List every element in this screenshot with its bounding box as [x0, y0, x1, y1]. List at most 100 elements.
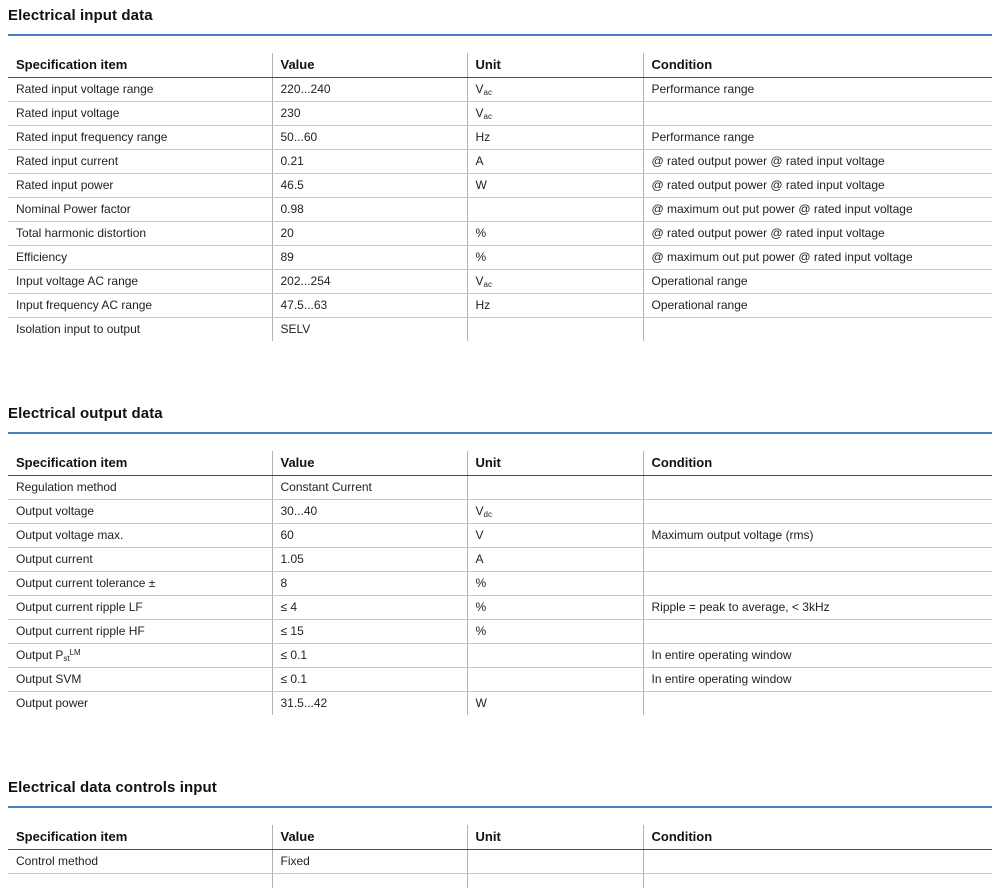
condition-text: Performance range [651, 129, 755, 144]
condition-cell [642, 691, 992, 715]
spec-item-label: Output voltage [16, 503, 95, 518]
spec-item-label: Regulation method [16, 479, 117, 494]
unit-cell [466, 475, 643, 500]
table-row: Output voltage max. 60 V Maximum output … [8, 523, 992, 548]
col-header-specification-item: Specification item [8, 53, 272, 78]
spec-item-label: Rated input voltage [16, 105, 120, 120]
spec-item-cell: Output current tolerance ± [8, 571, 272, 596]
value-cell: 60 [271, 523, 467, 548]
value-text: ≤ 15 [280, 623, 304, 638]
condition-text: Maximum output voltage (rms) [651, 527, 814, 542]
spec-item-label: Output current [16, 551, 93, 566]
value-text: 0.98 [280, 201, 304, 216]
value-text: ≤ 4 [280, 599, 298, 614]
unit-cell [466, 667, 643, 692]
unit-cell: W [466, 173, 643, 198]
condition-text: Operational range [651, 297, 748, 312]
unit-symbol: % [475, 225, 487, 240]
table-row: Rated input frequency range 50...60 Hz P… [8, 125, 992, 150]
unit-cell [466, 643, 643, 668]
spec-item-label: Isolation input to output [16, 321, 141, 336]
spec-item-cell: Rated input voltage range [8, 77, 272, 102]
unit-symbol: A [475, 153, 484, 168]
table-row: Rated input power 46.5 W @ rated output … [8, 173, 992, 198]
unit-cell: Hz [466, 125, 643, 150]
value-text: 31.5...42 [280, 695, 328, 710]
condition-text: Ripple = peak to average, < 3kHz [651, 599, 830, 614]
value-text: Constant Current [280, 479, 372, 494]
condition-cell [642, 547, 992, 572]
unit-subscript: ac [483, 87, 492, 97]
spec-item-cell: Output current [8, 547, 272, 572]
value-cell: 46.5 [271, 173, 467, 198]
col-header-condition: Condition [642, 451, 992, 476]
value-text: 60 [280, 527, 294, 542]
unit-symbol: % [475, 623, 487, 638]
value-cell: ≤ 0.1 [271, 667, 467, 692]
condition-cell: Performance range [642, 125, 992, 150]
spec-item-superscript: LM [69, 647, 81, 657]
value-cell: Fixed [271, 849, 467, 874]
section-divider-rule [8, 432, 992, 434]
col-header-value: Value [271, 53, 467, 78]
condition-cell: Performance range [642, 77, 992, 102]
value-cell: 20 [271, 221, 467, 246]
spec-item-label: Input frequency AC range [16, 297, 153, 312]
condition-cell: Operational range [642, 293, 992, 318]
table-header-row: Specification item Value Unit Condition [8, 53, 992, 78]
col-header-unit: Unit [466, 53, 643, 78]
spec-item-label: Output P [16, 647, 64, 662]
unit-subscript: ac [483, 111, 492, 121]
table-row: Output current 1.05 A [8, 547, 992, 572]
spec-item-cell: Output power [8, 691, 272, 715]
unit-cell [466, 317, 643, 341]
spec-sections-container: Electrical input data Specification item… [8, 8, 992, 888]
value-cell: ≤ 0.1 [271, 643, 467, 668]
spec-item-label: Output current ripple HF [16, 623, 145, 638]
value-text: 230 [280, 105, 301, 120]
condition-cell: In entire operating window [642, 667, 992, 692]
condition-text: @ maximum out put power @ rated input vo… [651, 249, 913, 264]
value-cell: 30...40 [271, 499, 467, 524]
spec-item-label: Input voltage AC range [16, 273, 139, 288]
value-cell: 31.5...42 [271, 691, 467, 715]
spec-item-cell: Output current ripple HF [8, 619, 272, 644]
spec-item-cell: Output voltage [8, 499, 272, 524]
table-row: Regulation method Constant Current [8, 475, 992, 500]
value-text: Fixed [280, 853, 310, 868]
value-text: 8 [280, 575, 288, 590]
spec-item-label: Efficiency [16, 249, 68, 264]
table-row: Input voltage AC range 202...254 Vac Ope… [8, 269, 992, 294]
value-cell: 202...254 [271, 269, 467, 294]
condition-text: @ rated output power @ rated input volta… [651, 177, 885, 192]
condition-cell [642, 475, 992, 500]
condition-cell [642, 317, 992, 341]
value-text: 89 [280, 249, 294, 264]
unit-symbol: V [475, 81, 484, 96]
spec-item-label: Rated input voltage range [16, 81, 154, 96]
table-row: Total harmonic distortion 20 % @ rated o… [8, 221, 992, 246]
unit-symbol: W [475, 177, 487, 192]
unit-subscript: ac [483, 279, 492, 289]
value-cell: 1.05 [271, 547, 467, 572]
table-row: Control method Fixed [8, 849, 992, 874]
spec-item-cell: Output PstLM [8, 643, 272, 668]
value-cell: 0.21 [271, 149, 467, 174]
spec-item-cell: Rated input current [8, 149, 272, 174]
unit-cell: % [466, 221, 643, 246]
unit-cell: W [466, 691, 643, 715]
col-header-condition: Condition [642, 825, 992, 850]
table-row: Input frequency AC range 47.5...63 Hz Op… [8, 293, 992, 318]
col-header-unit: Unit [466, 825, 643, 850]
section-divider-rule [8, 806, 992, 808]
col-header-specification-item: Specification item [8, 825, 272, 850]
unit-cell: Vdc [466, 499, 643, 524]
condition-text: In entire operating window [651, 671, 792, 686]
spec-item-cell: Control method [8, 849, 272, 874]
unit-symbol: W [475, 695, 487, 710]
spec-item-cell: Rated input frequency range [8, 125, 272, 150]
condition-text: @ maximum out put power @ rated input vo… [651, 201, 913, 216]
value-cell: 0.98 [271, 197, 467, 222]
condition-text: @ rated output power @ rated input volta… [651, 153, 885, 168]
col-header-value: Value [271, 825, 467, 850]
